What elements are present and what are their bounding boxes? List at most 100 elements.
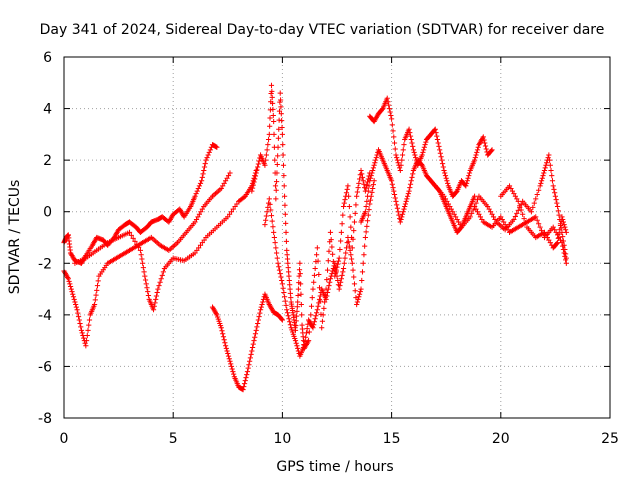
data-point [337, 246, 343, 253]
data-point [489, 147, 495, 153]
data-point [474, 149, 480, 156]
data-point [316, 300, 322, 306]
data-point [432, 126, 438, 132]
data-point [332, 260, 338, 266]
data-point [283, 302, 289, 309]
data-point [403, 198, 409, 204]
data-point [389, 116, 395, 122]
data-point [481, 137, 487, 143]
data-point [356, 180, 362, 186]
data-point [79, 330, 85, 336]
data-point [326, 248, 332, 254]
data-point [313, 313, 319, 319]
data-point [273, 196, 279, 202]
data-point [337, 283, 343, 289]
data-point [303, 334, 309, 340]
data-point [271, 118, 277, 125]
data-point [554, 240, 561, 246]
data-point [348, 256, 355, 262]
data-point [402, 203, 408, 210]
data-point [465, 175, 471, 181]
data-point [264, 209, 270, 215]
data-point [220, 334, 227, 340]
data-point [267, 115, 273, 121]
data-point [220, 331, 226, 337]
data-point [314, 245, 320, 251]
data-point [130, 235, 136, 241]
data-point [551, 186, 557, 192]
data-point [198, 178, 205, 184]
data-point [284, 307, 290, 313]
x-tick-label: 15 [383, 431, 401, 447]
data-point [221, 337, 227, 343]
data-point [512, 213, 518, 220]
data-point [549, 173, 555, 179]
data-point [227, 170, 233, 176]
data-point [330, 268, 336, 274]
data-point [399, 152, 406, 158]
data-point [206, 149, 212, 156]
data-point [352, 288, 358, 294]
data-point [81, 335, 87, 341]
data-point [319, 325, 325, 331]
data-point [228, 361, 234, 367]
y-tick-label: -4 [38, 308, 52, 324]
data-point [293, 323, 299, 329]
data-point [249, 188, 255, 194]
data-point [394, 157, 401, 163]
data-point [534, 217, 540, 223]
data-point [295, 292, 301, 299]
data-point [560, 246, 567, 253]
grid [64, 57, 610, 418]
data-point [268, 82, 275, 88]
data-point [365, 188, 371, 194]
data-point [86, 322, 92, 328]
data-point [255, 161, 261, 167]
data-point [537, 183, 543, 189]
data-point [136, 244, 142, 250]
data-point [325, 258, 331, 264]
data-point [297, 260, 303, 266]
x-tick-label: 10 [273, 431, 291, 447]
data-point [511, 216, 517, 223]
data-point [65, 276, 71, 282]
data-point [258, 304, 264, 310]
data-point [251, 179, 257, 185]
data-point [355, 185, 361, 191]
data-point [280, 152, 286, 158]
data-point [301, 343, 307, 349]
data-point [353, 202, 359, 208]
data-point [67, 281, 73, 287]
data-point [339, 272, 345, 278]
data-point [340, 265, 347, 272]
data-point [223, 343, 229, 349]
data-point [155, 286, 161, 292]
data-point [517, 203, 523, 209]
x-tick-label: 25 [601, 431, 619, 447]
data-point [439, 157, 445, 163]
data-point [139, 256, 145, 262]
data-point [252, 334, 258, 340]
data-point [557, 222, 564, 229]
data-point [346, 203, 352, 210]
data-point [273, 187, 279, 193]
data-point [538, 180, 544, 186]
data-point [204, 154, 210, 161]
data-point [412, 152, 418, 158]
data-point [541, 170, 547, 176]
data-point [347, 214, 353, 220]
data-point [84, 332, 90, 339]
data-point [360, 178, 366, 184]
data-point [70, 291, 76, 297]
data-point [249, 185, 256, 191]
data-point [421, 147, 427, 153]
series-trace-f [262, 178, 377, 359]
data-point [270, 224, 276, 230]
data-point [158, 276, 164, 282]
data-point [408, 178, 414, 184]
data-point [80, 332, 86, 339]
data-point [324, 267, 331, 273]
data-point [257, 310, 263, 316]
data-point [559, 214, 565, 220]
